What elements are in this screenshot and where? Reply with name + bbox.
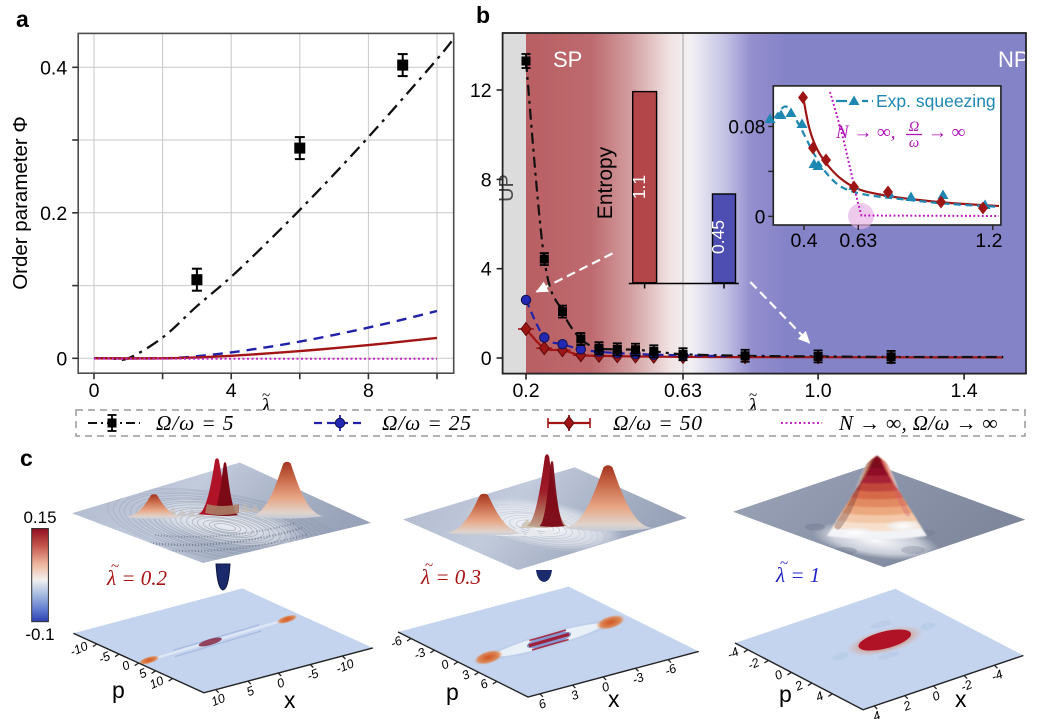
- svg-text:-5: -5: [96, 649, 112, 666]
- svg-text:0: 0: [600, 679, 612, 695]
- svg-text:0.45: 0.45: [708, 220, 728, 254]
- svg-text:UP: UP: [496, 174, 518, 202]
- svg-text:4: 4: [871, 708, 883, 719]
- svg-text:0: 0: [481, 348, 492, 370]
- svg-text:-4: -4: [989, 667, 1005, 684]
- svg-text:-3: -3: [412, 645, 428, 662]
- svg-text:0.63: 0.63: [839, 230, 877, 252]
- svg-text:ω: ω: [909, 135, 919, 151]
- svg-text:λ = 1: λ = 1: [775, 563, 820, 587]
- svg-text:0.63: 0.63: [664, 380, 702, 402]
- svg-text:4: 4: [226, 380, 237, 402]
- svg-text:Ω/ω = 5: Ω/ω = 5: [156, 411, 234, 435]
- svg-text:-5: -5: [305, 666, 321, 683]
- svg-text:3: 3: [569, 688, 581, 704]
- svg-text:b: b: [476, 2, 490, 28]
- svg-text:~: ~: [262, 388, 270, 404]
- svg-text:0: 0: [275, 675, 287, 691]
- svg-text:→ ∞: → ∞: [928, 122, 965, 143]
- svg-text:0.2: 0.2: [40, 203, 67, 225]
- svg-text:-0.1: -0.1: [25, 625, 54, 644]
- svg-text:0.4: 0.4: [790, 230, 817, 252]
- svg-text:0: 0: [89, 380, 100, 402]
- svg-text:-4: -4: [725, 645, 741, 662]
- svg-text:0.08: 0.08: [728, 118, 765, 139]
- svg-text:0.4: 0.4: [40, 57, 67, 79]
- svg-text:5: 5: [244, 684, 256, 700]
- svg-text:Exp. squeezing: Exp. squeezing: [876, 91, 996, 111]
- svg-text:-3: -3: [630, 670, 646, 687]
- svg-text:NP: NP: [998, 47, 1029, 72]
- svg-text:~: ~: [749, 388, 757, 404]
- svg-text:N → ∞,: N → ∞,: [835, 122, 895, 143]
- svg-text:x: x: [608, 686, 620, 712]
- svg-text:λ = 0.2: λ = 0.2: [106, 566, 168, 590]
- svg-text:Ω/ω = 25: Ω/ω = 25: [382, 411, 472, 435]
- svg-text:p: p: [779, 681, 792, 707]
- svg-text:p: p: [112, 677, 125, 703]
- svg-text:-6: -6: [388, 633, 404, 650]
- svg-text:6: 6: [537, 696, 549, 712]
- svg-text:p: p: [446, 679, 459, 705]
- svg-text:a: a: [16, 6, 29, 32]
- svg-text:λ = 0.3: λ = 0.3: [420, 565, 481, 589]
- svg-text:0.2: 0.2: [512, 380, 539, 402]
- svg-text:1.0: 1.0: [805, 380, 832, 402]
- svg-text:1.4: 1.4: [951, 380, 978, 402]
- svg-text:~: ~: [111, 559, 119, 575]
- svg-text:-6: -6: [663, 661, 679, 678]
- svg-text:8: 8: [363, 380, 374, 402]
- svg-text:1.1: 1.1: [629, 175, 649, 199]
- svg-text:N → ∞, Ω/ω → ∞: N → ∞, Ω/ω → ∞: [838, 411, 998, 435]
- svg-text:SP: SP: [553, 47, 582, 72]
- svg-text:10: 10: [209, 691, 227, 709]
- svg-text:x: x: [284, 687, 296, 713]
- svg-text:0: 0: [56, 348, 67, 370]
- svg-text:1.2: 1.2: [975, 230, 1002, 252]
- svg-text:0: 0: [930, 688, 942, 704]
- svg-text:-10: -10: [68, 639, 90, 659]
- svg-text:-10: -10: [334, 656, 356, 676]
- svg-text:8: 8: [481, 169, 492, 191]
- svg-text:0.15: 0.15: [23, 508, 56, 527]
- svg-text:c: c: [20, 445, 33, 471]
- svg-text:λ: λ: [747, 394, 757, 418]
- svg-text:Ω: Ω: [909, 119, 920, 135]
- svg-text:~: ~: [780, 556, 788, 572]
- svg-text:Order parameter Φ: Order parameter Φ: [9, 116, 32, 290]
- svg-text:λ: λ: [260, 394, 270, 418]
- svg-text:Ω/ω = 50: Ω/ω = 50: [613, 411, 703, 435]
- svg-text:x: x: [955, 686, 967, 712]
- svg-text:12: 12: [470, 80, 492, 102]
- svg-text:~: ~: [425, 558, 433, 574]
- svg-text:10: 10: [147, 673, 165, 691]
- svg-text:4: 4: [481, 259, 492, 281]
- svg-text:0: 0: [755, 207, 766, 228]
- svg-text:Entropy: Entropy: [594, 146, 617, 219]
- svg-text:-2: -2: [746, 655, 762, 672]
- svg-text:-2: -2: [959, 677, 975, 694]
